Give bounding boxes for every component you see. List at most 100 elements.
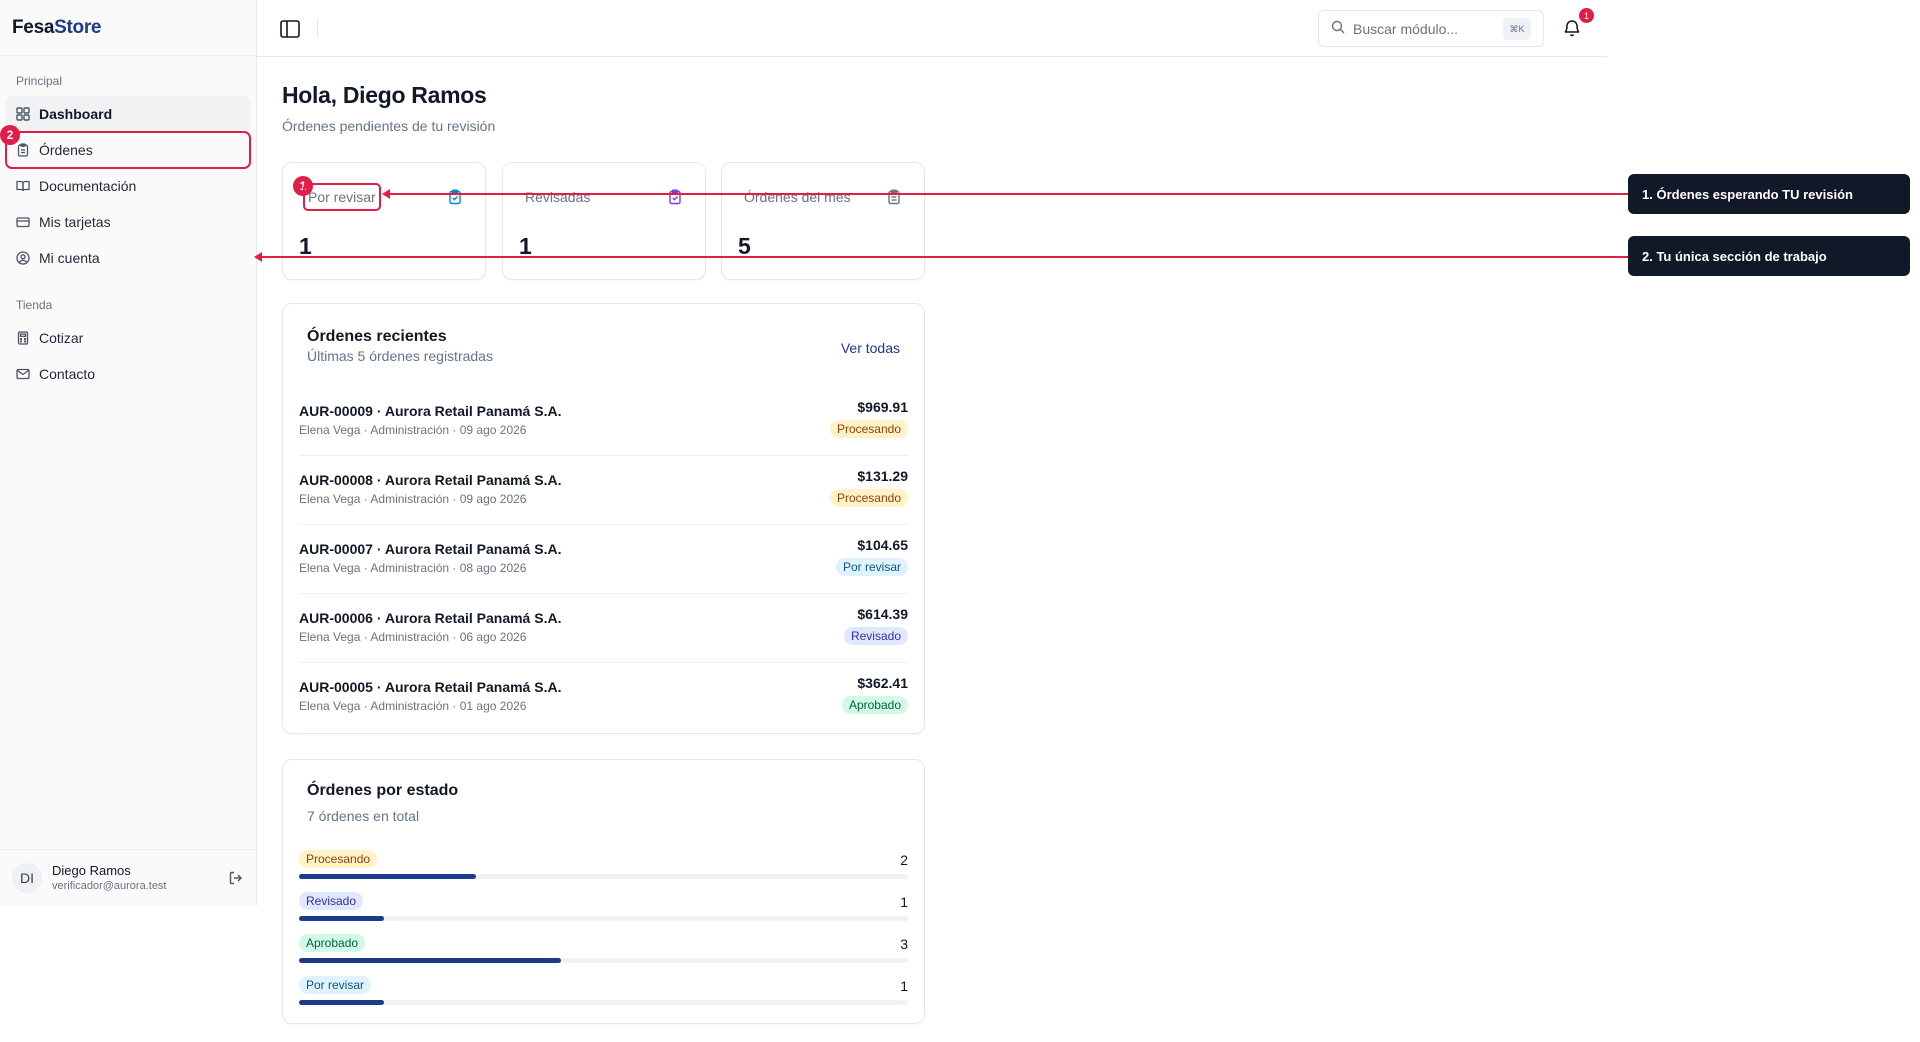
annotation-callout-1: 1. Órdenes esperando TU revisión bbox=[1628, 174, 1910, 214]
recent-orders-card: Órdenes recientes Últimas 5 órdenes regi… bbox=[282, 303, 925, 734]
notification-badge: 1 bbox=[1579, 8, 1594, 23]
stat-label: Por revisar bbox=[303, 183, 381, 211]
bell-icon[interactable] bbox=[1562, 18, 1582, 38]
sidebar-item-mi-cuenta[interactable]: Mi cuenta bbox=[6, 240, 250, 276]
topbar-divider bbox=[317, 18, 318, 38]
order-row[interactable]: AUR-00009 · Aurora Retail Panamá S.A. El… bbox=[299, 387, 908, 456]
status-badge: Por revisar bbox=[299, 976, 372, 994]
status-badge: Por revisar bbox=[835, 558, 908, 576]
clipboard-list-icon bbox=[886, 189, 902, 205]
user-email: verificador@aurora.test bbox=[52, 880, 167, 892]
sidebar-item-contacto[interactable]: Contacto bbox=[6, 356, 250, 392]
logout-icon[interactable] bbox=[228, 870, 244, 886]
nav-list-tienda: Cotizar Contacto bbox=[0, 320, 256, 392]
status-progress-fill bbox=[299, 1000, 385, 1005]
sidebar-toggle-icon[interactable] bbox=[279, 18, 301, 40]
brand-part1: Fesa bbox=[12, 16, 55, 38]
sidebar-item-mis-tarjetas[interactable]: Mis tarjetas bbox=[6, 204, 250, 240]
order-amount: $362.41 bbox=[857, 675, 908, 691]
order-title: AUR-00007 · Aurora Retail Panamá S.A. bbox=[299, 541, 562, 557]
order-title: AUR-00009 · Aurora Retail Panamá S.A. bbox=[299, 403, 562, 419]
annotation-callout-2: 2. Tu única sección de trabajo bbox=[1628, 236, 1910, 276]
order-amount: $969.91 bbox=[857, 399, 908, 415]
status-row: Revisado 1 bbox=[299, 892, 908, 934]
card-title: Órdenes recientes bbox=[307, 328, 447, 345]
sidebar-item-label: Contacto bbox=[39, 366, 96, 382]
order-amount: $131.29 bbox=[857, 468, 908, 484]
order-meta: Elena Vega · Administración · 09 ago 202… bbox=[299, 492, 527, 506]
status-progress-track bbox=[299, 958, 908, 963]
card-title: Órdenes por estado bbox=[307, 782, 459, 799]
status-badge: Procesando bbox=[829, 420, 908, 438]
order-row[interactable]: AUR-00006 · Aurora Retail Panamá S.A. El… bbox=[299, 594, 908, 663]
stat-value: 1 bbox=[519, 233, 532, 259]
user-profile[interactable]: DI Diego Ramos verificador@aurora.test bbox=[0, 849, 256, 905]
status-row: Por revisar 1 bbox=[299, 976, 908, 1018]
status-row: Procesando 2 bbox=[299, 850, 908, 892]
status-badge: Aprobado bbox=[841, 696, 908, 714]
order-row[interactable]: AUR-00007 · Aurora Retail Panamá S.A. El… bbox=[299, 525, 908, 594]
status-count: 3 bbox=[900, 936, 908, 952]
order-row[interactable]: AUR-00005 · Aurora Retail Panamá S.A. El… bbox=[299, 663, 908, 732]
status-badge: Revisado bbox=[299, 892, 364, 910]
sidebar-item-label: Órdenes bbox=[39, 142, 93, 158]
status-badge: Revisado bbox=[843, 627, 908, 645]
order-row[interactable]: AUR-00008 · Aurora Retail Panamá S.A. El… bbox=[299, 456, 908, 525]
stat-value: 5 bbox=[738, 233, 751, 259]
order-amount: $614.39 bbox=[857, 606, 908, 622]
stat-label: Órdenes del mes bbox=[744, 189, 851, 205]
sidebar-item-documentacion[interactable]: Documentación bbox=[6, 168, 250, 204]
sidebar-item-dashboard[interactable]: Dashboard bbox=[6, 96, 250, 132]
status-progress-fill bbox=[299, 958, 561, 963]
clipboard-icon bbox=[16, 143, 30, 157]
status-progress-fill bbox=[299, 874, 476, 879]
calculator-icon bbox=[16, 331, 30, 345]
sidebar-item-label: Dashboard bbox=[39, 106, 113, 122]
status-count: 1 bbox=[900, 978, 908, 994]
brand-logo[interactable]: Fesa Store bbox=[0, 0, 256, 56]
annotation-arrow-1 bbox=[390, 193, 1628, 195]
book-icon bbox=[16, 179, 30, 193]
brand-part2: Store bbox=[54, 16, 102, 38]
search-placeholder: Buscar módulo... bbox=[1353, 20, 1459, 37]
status-progress-fill bbox=[299, 916, 385, 921]
status-badge: Procesando bbox=[829, 489, 908, 507]
clipboard-check-icon bbox=[667, 189, 683, 205]
card-subtitle: Últimas 5 órdenes registradas bbox=[307, 348, 493, 364]
status-count: 1 bbox=[900, 894, 908, 910]
status-progress-track bbox=[299, 1000, 908, 1005]
card-subtitle: 7 órdenes en total bbox=[307, 808, 420, 824]
status-progress-track bbox=[299, 916, 908, 921]
stat-card-por-revisar[interactable]: 1 Por revisar 1 bbox=[282, 162, 486, 280]
order-title: AUR-00008 · Aurora Retail Panamá S.A. bbox=[299, 472, 562, 488]
clipboard-check-icon bbox=[447, 189, 463, 205]
status-badge: Aprobado bbox=[299, 934, 366, 952]
sidebar-item-ordenes[interactable]: 2 Órdenes bbox=[0, 125, 251, 169]
sidebar-item-cotizar[interactable]: Cotizar bbox=[6, 320, 250, 356]
search-input[interactable]: Buscar módulo... ⌘K bbox=[1318, 10, 1544, 47]
sidebar-item-label: Mis tarjetas bbox=[39, 214, 111, 230]
user-circle-icon bbox=[16, 251, 30, 265]
stat-card-revisadas[interactable]: Revisadas 1 bbox=[502, 162, 706, 280]
order-title: AUR-00005 · Aurora Retail Panamá S.A. bbox=[299, 679, 562, 695]
sidebar-item-label: Cotizar bbox=[39, 330, 84, 346]
dashboard-icon bbox=[16, 107, 30, 121]
sidebar-item-label: Documentación bbox=[39, 178, 137, 194]
status-badge: Procesando bbox=[299, 850, 378, 868]
nav-group-tienda: Tienda bbox=[16, 298, 53, 312]
nav-group-principal: Principal bbox=[16, 74, 63, 88]
annotation-marker-2: 2 bbox=[0, 125, 20, 145]
stat-card-ordenes-del-mes[interactable]: Órdenes del mes 5 bbox=[721, 162, 925, 280]
user-name: Diego Ramos bbox=[52, 863, 131, 878]
status-progress-track bbox=[299, 874, 908, 879]
page-subtitle: Órdenes pendientes de tu revisión bbox=[282, 118, 496, 134]
order-amount: $104.65 bbox=[857, 537, 908, 553]
annotation-arrowhead-2 bbox=[254, 252, 262, 262]
view-all-link[interactable]: Ver todas bbox=[840, 340, 900, 356]
topbar: Buscar módulo... ⌘K 1 bbox=[257, 0, 1607, 57]
order-meta: Elena Vega · Administración · 06 ago 202… bbox=[299, 630, 527, 644]
search-icon bbox=[1331, 20, 1345, 37]
status-row: Aprobado 3 bbox=[299, 934, 908, 976]
mail-icon bbox=[16, 367, 30, 381]
